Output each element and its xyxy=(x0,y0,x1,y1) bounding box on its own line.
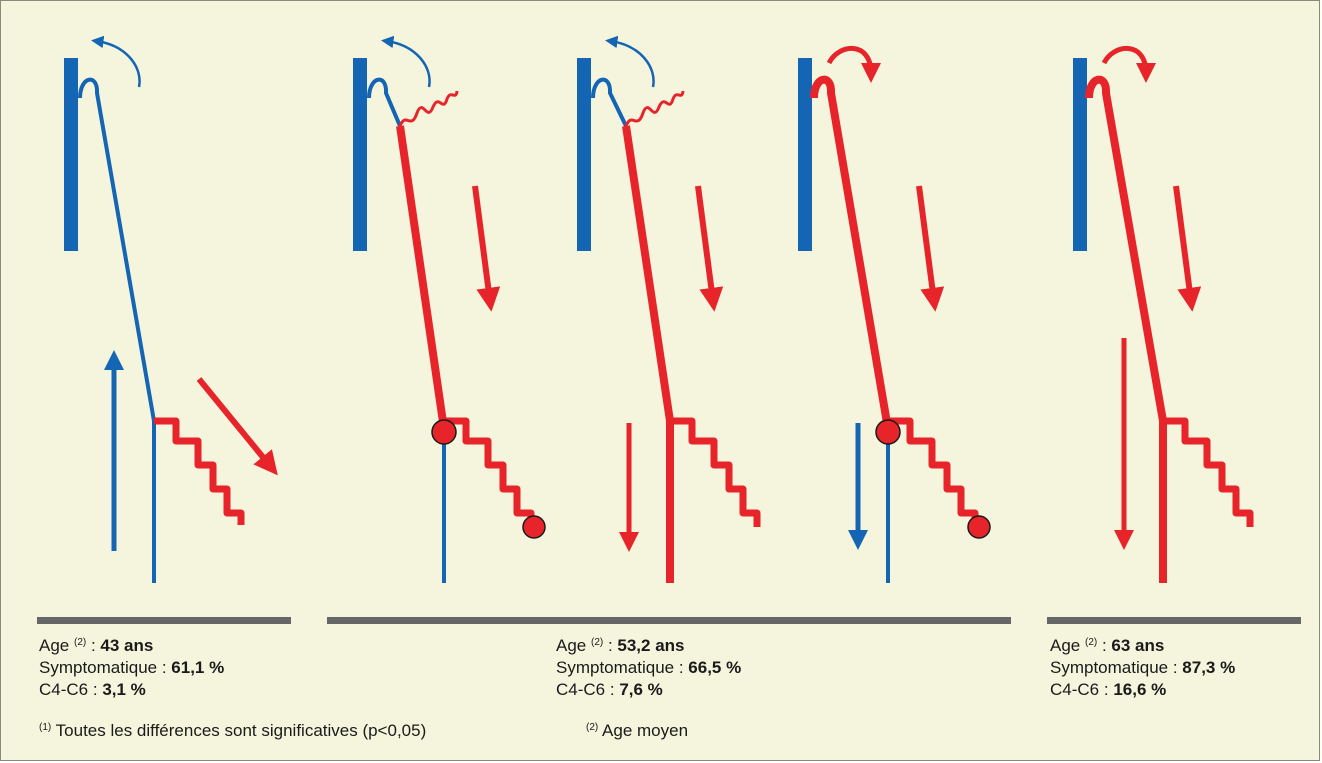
separator-group-1 xyxy=(37,617,291,624)
age-line: Age (2) : 43 ans xyxy=(39,636,154,655)
reflux-arrow-top xyxy=(381,35,431,88)
saphenous-junction-top xyxy=(591,77,628,127)
reflux-arrow-top xyxy=(605,35,655,88)
tributary-wave xyxy=(624,90,685,127)
varicose-branch xyxy=(888,417,979,527)
downward-red-arrow xyxy=(472,185,501,312)
downward-red-arrow xyxy=(1173,185,1202,312)
deep-vein-bar xyxy=(798,58,812,251)
refluxing-saphenous xyxy=(396,125,448,430)
separator-group-3 xyxy=(1047,617,1301,624)
tributary-wave xyxy=(398,90,459,127)
panel-3 xyxy=(577,35,761,583)
refluxing-saphenous xyxy=(1085,75,1167,583)
junction-dot xyxy=(875,419,901,445)
footnote-2: (2) Age moyen xyxy=(586,721,689,740)
varicose-branch xyxy=(154,417,245,525)
symptomatic-line: Symptomatique : 66,5 % xyxy=(556,658,742,677)
reflux-arrow-top xyxy=(91,35,141,88)
deep-vein-bar xyxy=(353,58,367,251)
deep-vein-bar xyxy=(577,58,591,251)
saphenous-junction xyxy=(78,77,156,583)
refluxing-saphenous xyxy=(622,125,674,583)
red-diagonal-arrow xyxy=(196,377,278,476)
symptomatic-line: Symptomatique : 87,3 % xyxy=(1050,658,1236,677)
varicose-branch xyxy=(444,417,535,527)
varicose-branch xyxy=(1163,417,1254,527)
separator-group-2 xyxy=(327,617,1011,624)
panel-2 xyxy=(353,35,546,583)
symptomatic-line: Symptomatique : 61,1 % xyxy=(39,658,225,677)
c4c6-line: C4-C6 : 16,6 % xyxy=(1050,680,1167,699)
c4c6-line: C4-C6 : 3,1 % xyxy=(39,680,146,699)
group-stats-3: Age (2) : 63 ans Symptomatique : 87,3 % … xyxy=(1050,635,1235,701)
deep-vein-bar xyxy=(64,58,78,251)
panel-5 xyxy=(1073,46,1254,583)
c4c6-line: C4-C6 : 7,6 % xyxy=(556,680,663,699)
junction-dot xyxy=(431,419,457,445)
downward-red-arrow xyxy=(916,185,945,312)
footnote-1: (1) Toutes les différences sont signific… xyxy=(39,721,427,740)
group-stats-1: Age (2) : 43 ans Symptomatique : 61,1 % … xyxy=(39,635,224,701)
age-line: Age (2) : 53,2 ans xyxy=(556,636,685,655)
deep-vein-bar xyxy=(1073,58,1087,251)
refluxing-saphenous xyxy=(810,75,892,430)
end-dot xyxy=(522,515,546,539)
group-stats-2: Age (2) : 53,2 ans Symptomatique : 66,5 … xyxy=(556,635,741,701)
panel-1 xyxy=(64,35,278,583)
reflux-arrow-top xyxy=(826,46,881,83)
reflux-arrow-top xyxy=(1101,46,1156,83)
downward-red-arrow xyxy=(695,185,724,312)
panel-4 xyxy=(798,46,991,583)
age-line: Age (2) : 63 ans xyxy=(1050,636,1165,655)
end-dot xyxy=(967,515,991,539)
varicose-branch xyxy=(670,417,761,527)
saphenous-junction-top xyxy=(367,77,402,127)
